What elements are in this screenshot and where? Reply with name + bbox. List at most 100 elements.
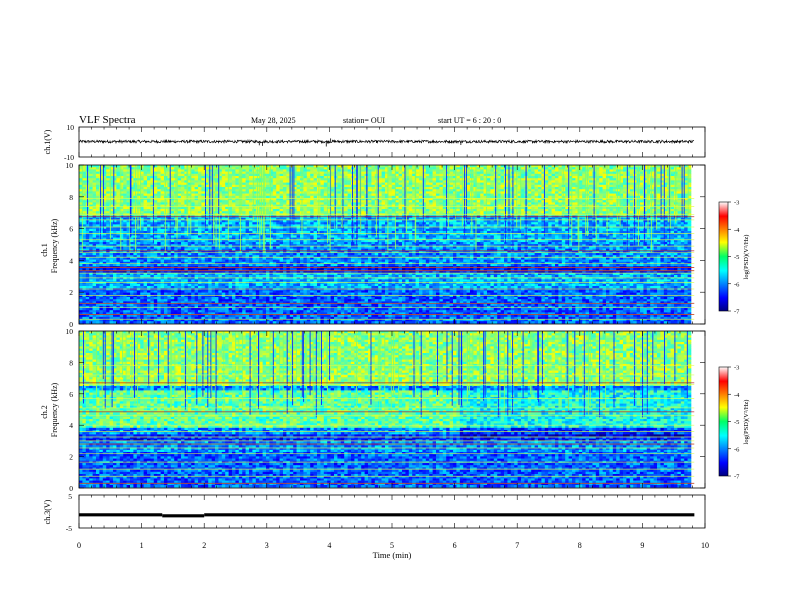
spectrogram-cell (677, 167, 681, 170)
spectrogram-cell (647, 183, 651, 186)
spectrogram-cell (382, 202, 386, 205)
spectrogram-cell (198, 200, 202, 203)
spectrogram-cell (164, 180, 168, 183)
spectrogram-cell (154, 183, 158, 186)
spectrogram-cell (99, 220, 103, 223)
spectrogram-cell (677, 205, 681, 208)
spectrogram-cell (116, 185, 120, 188)
spectrogram-cell (99, 187, 103, 190)
spectrogram-cell (535, 176, 539, 179)
spectrogram-cell (232, 211, 236, 214)
spectrogram-cell (684, 205, 688, 208)
spectrogram-cell (460, 174, 464, 177)
spectrogram-cell (490, 169, 494, 172)
spectrogram-cell (640, 213, 644, 216)
spectrogram-cell (154, 180, 158, 183)
spectrogram-cell (572, 205, 576, 208)
spectrogram-cell (630, 213, 634, 216)
spectrogram-cell (99, 180, 103, 183)
vlf-figure: VLF Spectra May 28, 2025 station= OUI st… (0, 0, 792, 612)
spectrogram-cell (650, 211, 654, 214)
spectrogram-cell (178, 200, 182, 203)
spectrogram-cell (123, 205, 127, 208)
spectrogram-cell (436, 176, 440, 179)
spectrogram-cell (538, 183, 542, 186)
spectrogram-cell (477, 202, 481, 205)
spectrogram-cell (303, 211, 307, 214)
spectrogram-cell (521, 207, 525, 210)
spectrogram-cell (473, 194, 477, 197)
spectrogram-cell (426, 187, 430, 190)
spectrogram-cell (93, 194, 97, 197)
spectrogram-cell (276, 213, 280, 216)
spectrogram-cell (572, 222, 576, 225)
spectrogram-cell (307, 222, 311, 225)
spectrogram-cell (426, 191, 430, 194)
spectrogram-cell (490, 194, 494, 197)
spectrogram-cell (416, 213, 420, 216)
spectrogram-cell (371, 194, 375, 197)
spectrogram-cell (201, 213, 205, 216)
spectrogram-cell (684, 180, 688, 183)
spectrogram-cell (477, 174, 481, 177)
spectrogram-cell (419, 178, 423, 181)
spectrogram-cell (640, 180, 644, 183)
spectrogram-cell (337, 178, 341, 181)
spectrogram-cell (480, 183, 484, 186)
spectrogram-cell (82, 172, 86, 175)
spectrogram-cell (606, 211, 610, 214)
spectrogram-cell (310, 205, 314, 208)
spectrogram-cell (215, 209, 219, 212)
spectrogram-cell (368, 174, 372, 177)
spectrogram-cell (337, 189, 341, 192)
spectrogram-cell (93, 200, 97, 203)
spectrogram-cell (276, 176, 280, 179)
spectrogram-cell (633, 222, 637, 225)
spectrogram-cell (93, 178, 97, 181)
spectrogram-cell (538, 207, 542, 210)
spectrogram-cell (280, 209, 284, 212)
spectrogram-cell (579, 187, 583, 190)
spectrogram-cell (630, 194, 634, 197)
spectrogram-cell (195, 178, 199, 181)
spectrogram-cell (477, 167, 481, 170)
spectrogram-cell (409, 167, 413, 170)
spectrogram-cell (531, 202, 535, 205)
spectrogram-cell (657, 211, 661, 214)
spectrogram-cell (555, 189, 559, 192)
spectrogram-cell (514, 176, 518, 179)
spectrogram-cell (161, 185, 165, 188)
spectrogram-cell (650, 187, 654, 190)
spectrogram-cell (178, 194, 182, 197)
spectrogram-cell (514, 185, 518, 188)
spectrogram-cell (521, 178, 525, 181)
spectrogram-cell (609, 185, 613, 188)
spectrogram-cell (235, 213, 239, 216)
spectrogram-cell (450, 187, 454, 190)
spectrogram-cell (334, 172, 338, 175)
spectrogram-cell (320, 180, 324, 183)
spectrogram-cell (416, 191, 420, 194)
spectrogram-cell (609, 209, 613, 212)
spectrogram-cell (630, 207, 634, 210)
spectrogram-cell (82, 189, 86, 192)
spectrogram-cell (246, 205, 250, 208)
spectrogram-cell (535, 202, 539, 205)
spectrogram-cell (229, 196, 233, 199)
spectrogram-cell (388, 220, 392, 223)
spectrogram-cell (157, 200, 161, 203)
spectrogram-cell (684, 220, 688, 223)
spectrogram-cell (545, 176, 549, 179)
spectrogram-cell (538, 209, 542, 212)
spectrogram-cell (548, 178, 552, 181)
spectrogram-cell (429, 185, 433, 188)
spectrogram-cell (640, 183, 644, 186)
spectrogram-cell (371, 185, 375, 188)
spectrogram-cell (171, 207, 175, 210)
spectrogram-cell (96, 176, 100, 179)
spectrogram-cell (334, 211, 338, 214)
spectrogram-cell (671, 194, 675, 197)
spectrogram-cell (473, 172, 477, 175)
spectrogram-cell (545, 194, 549, 197)
spectrogram-cell (116, 202, 120, 205)
